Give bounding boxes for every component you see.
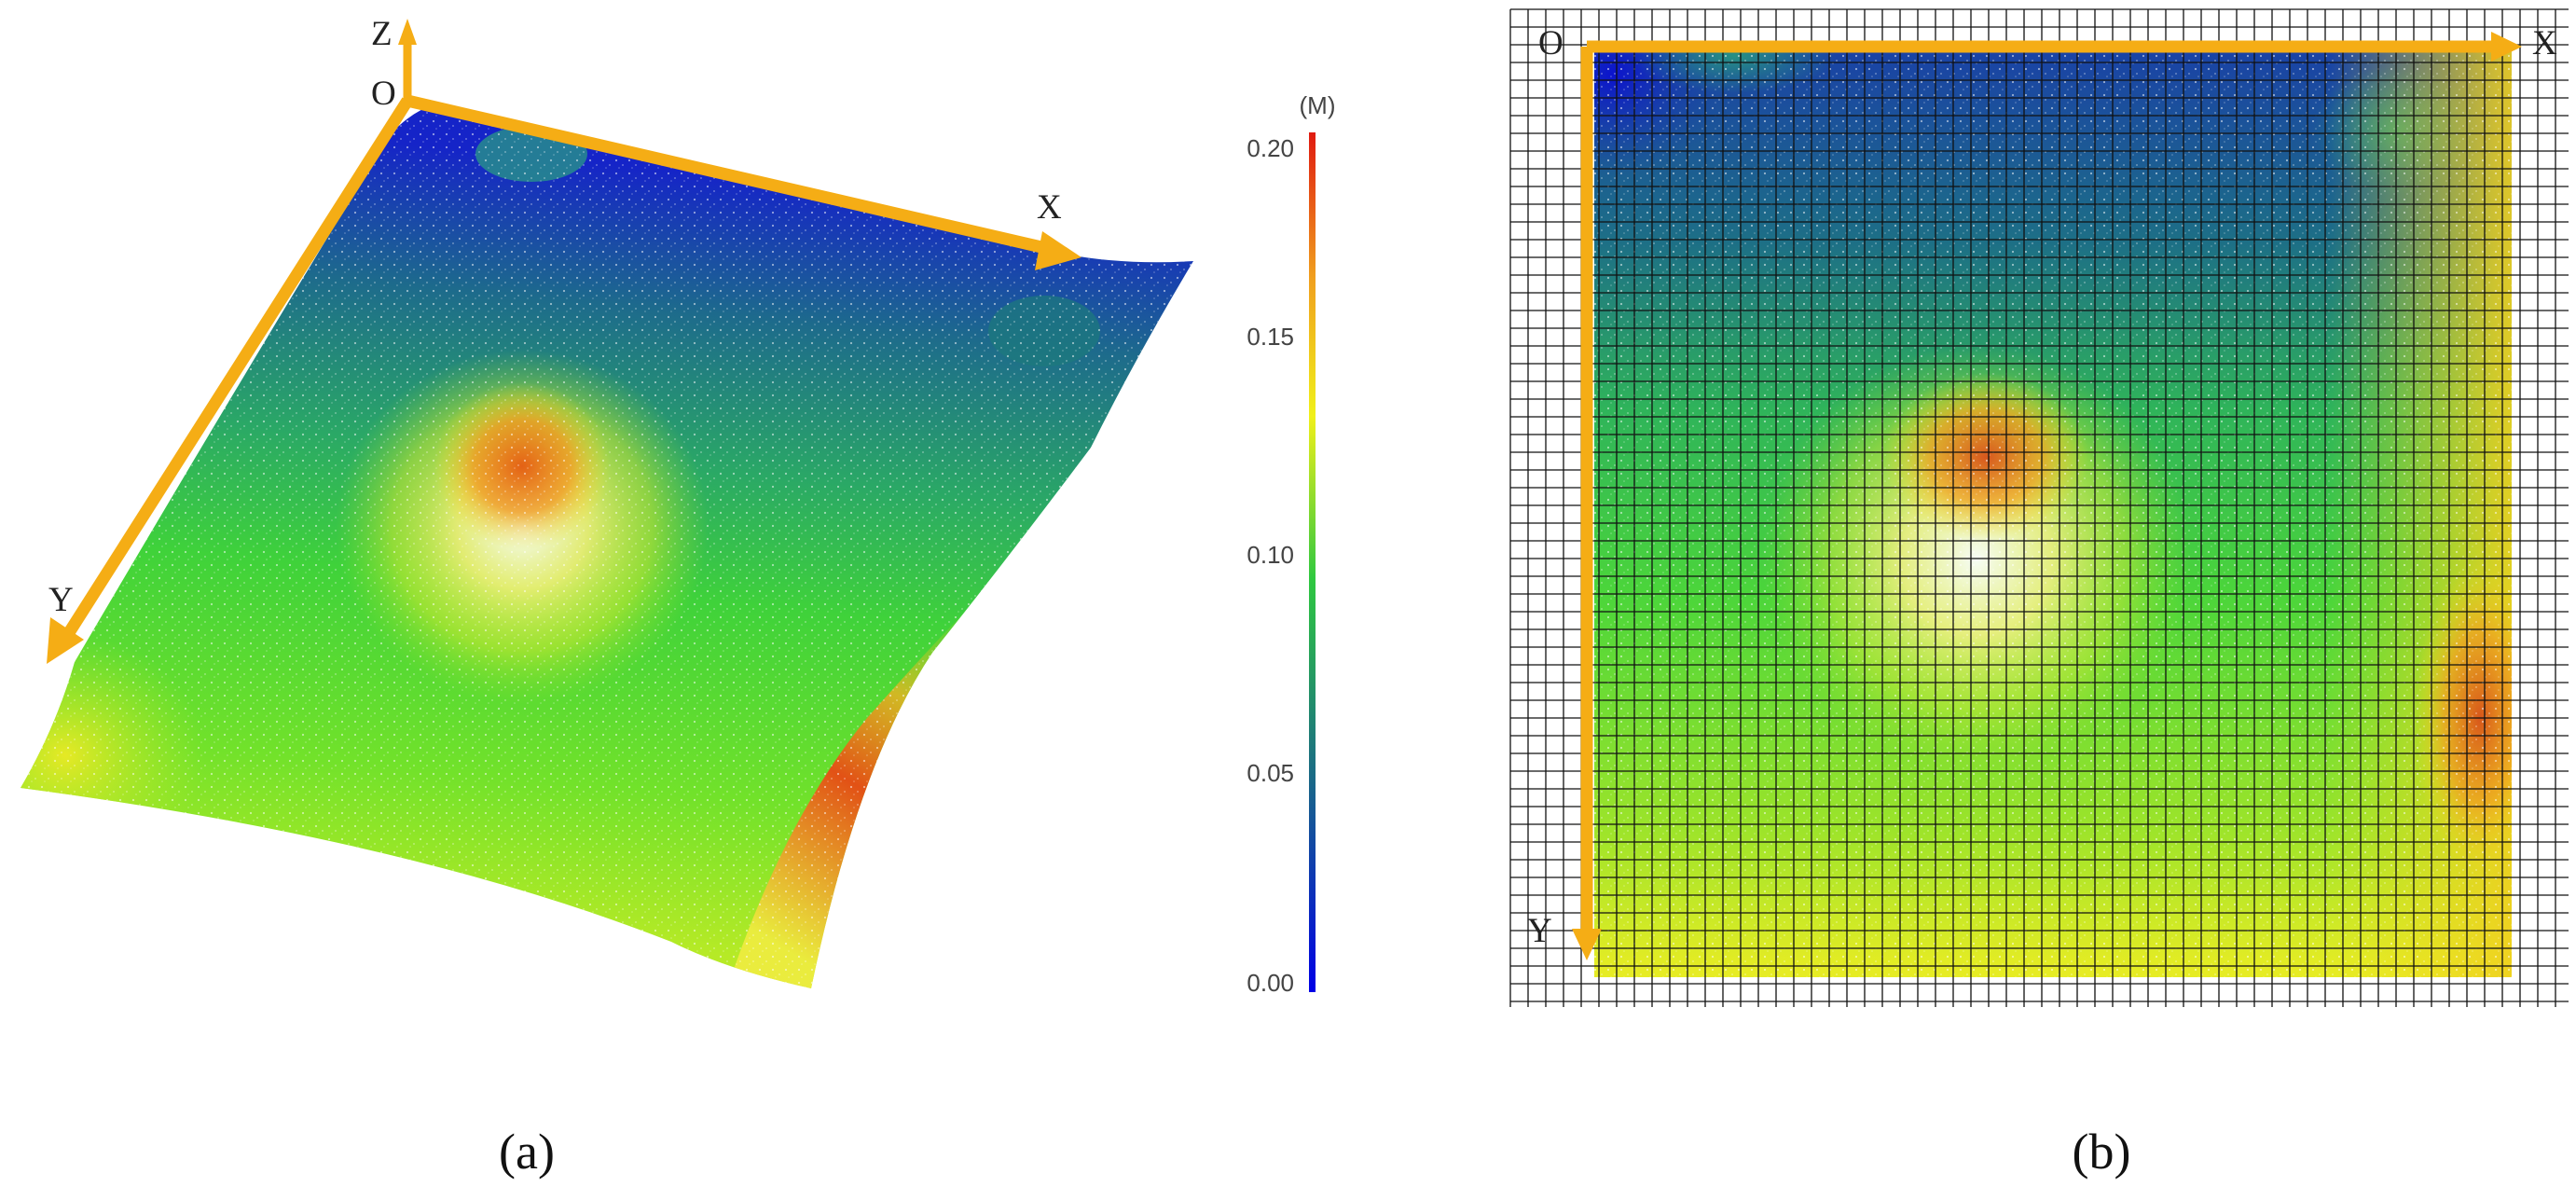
origin-label-a: O (371, 75, 396, 113)
point-cloud-surface-a (21, 103, 1193, 988)
colorbar-unit: (M) (1300, 91, 1336, 119)
z-axis-label: Z (371, 15, 393, 53)
grid-b (1509, 8, 2569, 1007)
x-axis-label-b: X (2532, 24, 2557, 62)
x-axis-arrow (406, 94, 1055, 256)
colorbar: (M) 0.20 0.15 0.10 0.05 0.00 (1247, 91, 1335, 997)
caption-b: (b) (2073, 1124, 2131, 1180)
y-axis-arrow (58, 97, 413, 645)
colorbar-gradient (1309, 132, 1316, 992)
axes-b: O X Y (1527, 24, 2557, 960)
y-axis-label-b: Y (1527, 912, 1552, 950)
caption-a: (a) (499, 1124, 555, 1180)
axes-a: O Z X Y (47, 15, 1081, 664)
colorbar-tick-label: 0.15 (1247, 323, 1294, 351)
colorbar-tick-label: 0.20 (1247, 134, 1294, 162)
x-axis-label-a: X (1037, 188, 1062, 227)
point-cloud-surface-b (1594, 45, 2512, 977)
colorbar-tick-label: 0.00 (1247, 969, 1294, 997)
colorbar-tick-label: 0.05 (1247, 759, 1294, 787)
colorbar-tick-label: 0.10 (1247, 541, 1294, 569)
panel-b: O X Y (b) (1509, 8, 2569, 1180)
origin-label-b: O (1538, 24, 1564, 62)
y-axis-label-a: Y (48, 581, 74, 619)
panel-a: O Z X Y (a) (21, 15, 1193, 1180)
